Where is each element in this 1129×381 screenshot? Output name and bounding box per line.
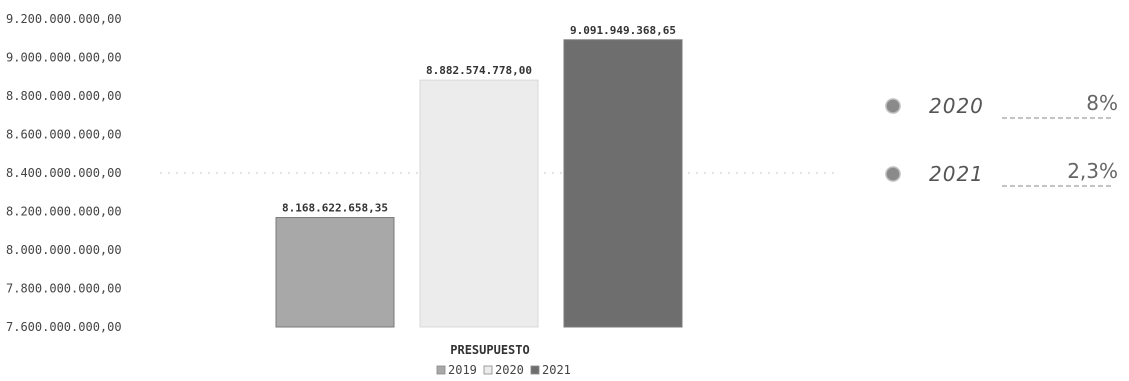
growth-stats: 2020 8% 2021 2,3%	[885, 91, 1118, 187]
data-label-2019: 8.168.622.658,35	[282, 202, 388, 215]
legend-label-2021: 2021	[542, 363, 571, 377]
bars	[275, 39, 683, 328]
bullet-2020	[885, 98, 901, 114]
stat-percent-2021: 2,3%	[1067, 159, 1118, 183]
y-tick-label: 8.400.000.000,00	[6, 166, 122, 180]
legend-swatch-2019	[436, 365, 446, 375]
bullet-2021	[885, 166, 901, 182]
y-tick-label: 7.600.000.000,00	[6, 320, 122, 334]
stat-year-2020: 2020	[929, 94, 984, 118]
y-tick-label: 9.000.000.000,00	[6, 51, 122, 65]
bar-2019	[275, 217, 395, 328]
data-labels: 8.168.622.658,35 8.882.574.778,00 9.091.94…	[282, 24, 676, 215]
stat-percent-2020: 8%	[1086, 91, 1118, 115]
y-tick-label: 7.800.000.000,00	[6, 282, 122, 296]
legend-swatch-2021	[530, 365, 540, 375]
y-tick-label: 8.200.000.000,00	[6, 205, 122, 219]
legend-label-2020: 2020	[495, 363, 524, 377]
legend-label-2019: 2019	[448, 363, 477, 377]
y-tick-label: 8.000.000.000,00	[6, 243, 122, 257]
legend-swatch-2020	[483, 365, 493, 375]
x-axis-label: PRESUPUESTO	[450, 343, 529, 357]
bar-2021	[563, 39, 683, 328]
data-label-2020: 8.882.574.778,00	[426, 64, 532, 77]
y-axis: 9.200.000.000,00 9.000.000.000,00 8.800.00…	[6, 12, 840, 334]
data-label-2021: 9.091.949.368,65	[570, 24, 676, 37]
y-tick-label: 9.200.000.000,00	[6, 12, 122, 26]
y-tick-label: 8.600.000.000,00	[6, 128, 122, 142]
legend: 2019 2020 2021	[436, 363, 571, 377]
stat-year-2021: 2021	[929, 162, 984, 186]
y-tick-label: 8.800.000.000,00	[6, 89, 122, 103]
bar-2020	[419, 79, 539, 328]
